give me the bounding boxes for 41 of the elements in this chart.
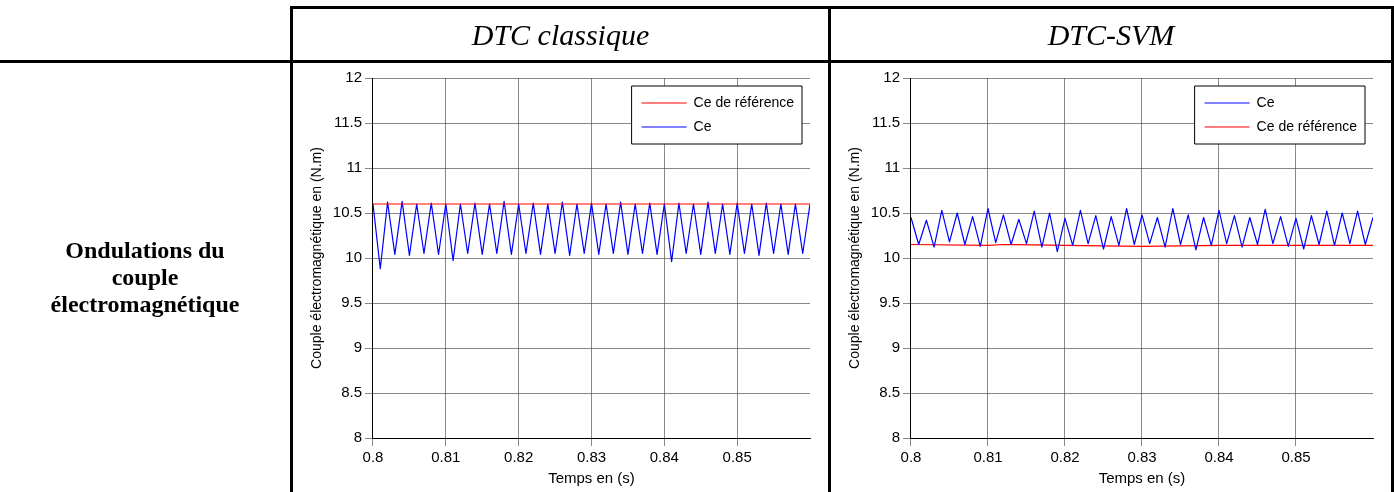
y-tick-label: 8.5 (879, 383, 900, 401)
y-tick-label: 10.5 (332, 203, 362, 221)
y-tick-label: 9.5 (341, 293, 362, 311)
y-tick-label: 11.5 (333, 113, 362, 131)
y-tick-label: 8.5 (341, 383, 362, 401)
y-tick-label: 8 (891, 428, 900, 446)
y-tick-label: 11 (346, 158, 362, 176)
x-tick-label: 0.81 (973, 448, 1003, 466)
x-tick-label: 0.8 (362, 448, 384, 466)
x-axis-title: Temps en (s) (1098, 469, 1186, 487)
x-tick-label: 0.83 (1127, 448, 1157, 466)
x-tick-label: 0.82 (504, 448, 534, 466)
y-tick-label: 11 (884, 158, 900, 176)
y-tick-label: 10 (345, 248, 362, 266)
legend-label: Ce (693, 117, 712, 134)
y-tick-label: 9 (891, 338, 900, 356)
y-tick-label: 12 (345, 68, 362, 86)
x-tick-label: 0.8 (900, 448, 922, 466)
text: Ondulations du couple électromagnétique (49, 236, 241, 319)
y-axis-title: Couple électromagnétique en (N.m) (846, 147, 863, 369)
y-axis-title: Couple électromagnétique en (N.m) (308, 147, 325, 369)
x-axis-title: Temps en (s) (548, 469, 635, 487)
y-tick-label: 9 (353, 338, 362, 356)
chart-title: DTC classique (470, 17, 651, 53)
legend-label: Ce de référence (1256, 117, 1358, 134)
y-tick-label: 10 (883, 248, 900, 266)
legend-label: Ce de référence (693, 93, 795, 110)
x-tick-label: 0.84 (649, 448, 679, 466)
legend-label: Ce (1256, 93, 1275, 110)
x-tick-label: 0.81 (431, 448, 461, 466)
x-tick-label: 0.84 (1204, 448, 1234, 466)
x-tick-label: 0.85 (1281, 448, 1311, 466)
y-tick-label: 11.5 (871, 113, 900, 131)
y-tick-label: 12 (883, 68, 900, 86)
x-tick-label: 0.83 (576, 448, 607, 466)
x-tick-label: 0.82 (1050, 448, 1080, 466)
x-tick-label: 0.85 (722, 448, 752, 466)
chart-title: DTC-SVM (1046, 17, 1177, 53)
y-tick-label: 10.5 (870, 203, 900, 221)
y-tick-label: 8 (353, 428, 362, 446)
y-tick-label: 9.5 (879, 293, 900, 311)
